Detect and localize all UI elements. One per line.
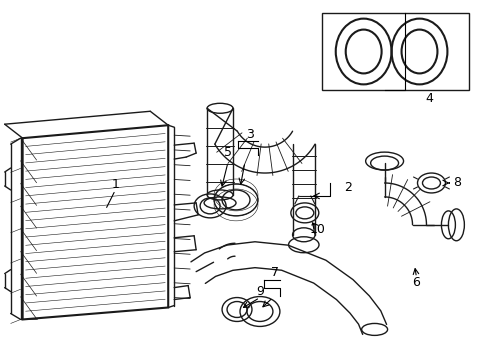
- Text: 8: 8: [452, 176, 461, 189]
- Text: 5: 5: [224, 145, 232, 159]
- Text: 1: 1: [111, 179, 119, 192]
- Bar: [321, 13, 468, 90]
- Text: 4: 4: [425, 92, 432, 105]
- Text: 6: 6: [412, 276, 420, 289]
- Text: 9: 9: [256, 285, 264, 298]
- Text: 7: 7: [270, 266, 278, 279]
- Text: 3: 3: [245, 128, 253, 141]
- Text: 2: 2: [343, 181, 351, 194]
- Text: 10: 10: [309, 223, 325, 236]
